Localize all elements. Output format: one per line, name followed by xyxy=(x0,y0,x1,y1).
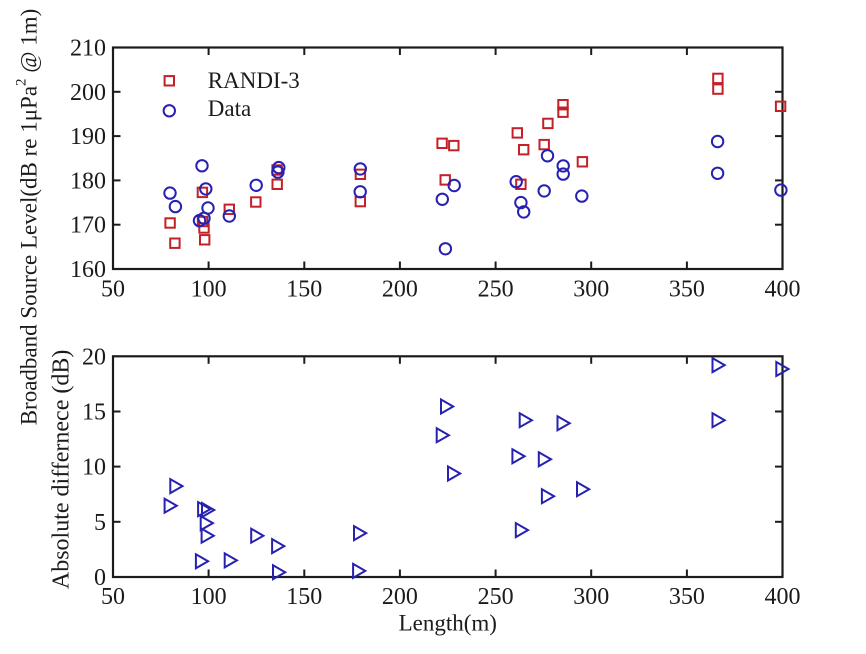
svg-text:210: 210 xyxy=(70,36,106,62)
svg-text:100: 100 xyxy=(191,276,227,302)
svg-text:400: 400 xyxy=(765,584,801,610)
svg-text:180: 180 xyxy=(70,168,106,194)
svg-text:5: 5 xyxy=(94,510,106,536)
svg-text:50: 50 xyxy=(101,276,125,302)
svg-text:150: 150 xyxy=(286,276,322,302)
svg-text:160: 160 xyxy=(70,257,106,283)
svg-text:Length(m): Length(m) xyxy=(399,611,497,636)
svg-text:350: 350 xyxy=(669,584,705,610)
svg-text:400: 400 xyxy=(765,276,801,302)
svg-text:250: 250 xyxy=(478,276,514,302)
svg-text:150: 150 xyxy=(286,584,322,610)
svg-text:200: 200 xyxy=(70,80,106,106)
svg-text:50: 50 xyxy=(101,584,125,610)
svg-text:250: 250 xyxy=(478,584,514,610)
svg-text:10: 10 xyxy=(82,455,106,481)
svg-text:Data: Data xyxy=(208,96,251,121)
svg-text:20: 20 xyxy=(82,344,106,370)
svg-text:350: 350 xyxy=(669,276,705,302)
svg-text:Absolute differnece (dB): Absolute differnece (dB) xyxy=(49,350,75,589)
svg-text:300: 300 xyxy=(573,276,609,302)
svg-text:200: 200 xyxy=(382,584,418,610)
svg-text:300: 300 xyxy=(573,584,609,610)
svg-text:100: 100 xyxy=(191,584,227,610)
svg-text:0: 0 xyxy=(94,565,106,591)
svg-text:170: 170 xyxy=(70,213,106,239)
svg-text:200: 200 xyxy=(382,276,418,302)
svg-text:15: 15 xyxy=(82,400,106,426)
svg-text:190: 190 xyxy=(70,124,106,150)
svg-text:RANDI-3: RANDI-3 xyxy=(208,68,300,93)
svg-text:Broadband Source Level(dB re 1: Broadband Source Level(dB re 1μPa2 @ 1m) xyxy=(14,9,42,426)
